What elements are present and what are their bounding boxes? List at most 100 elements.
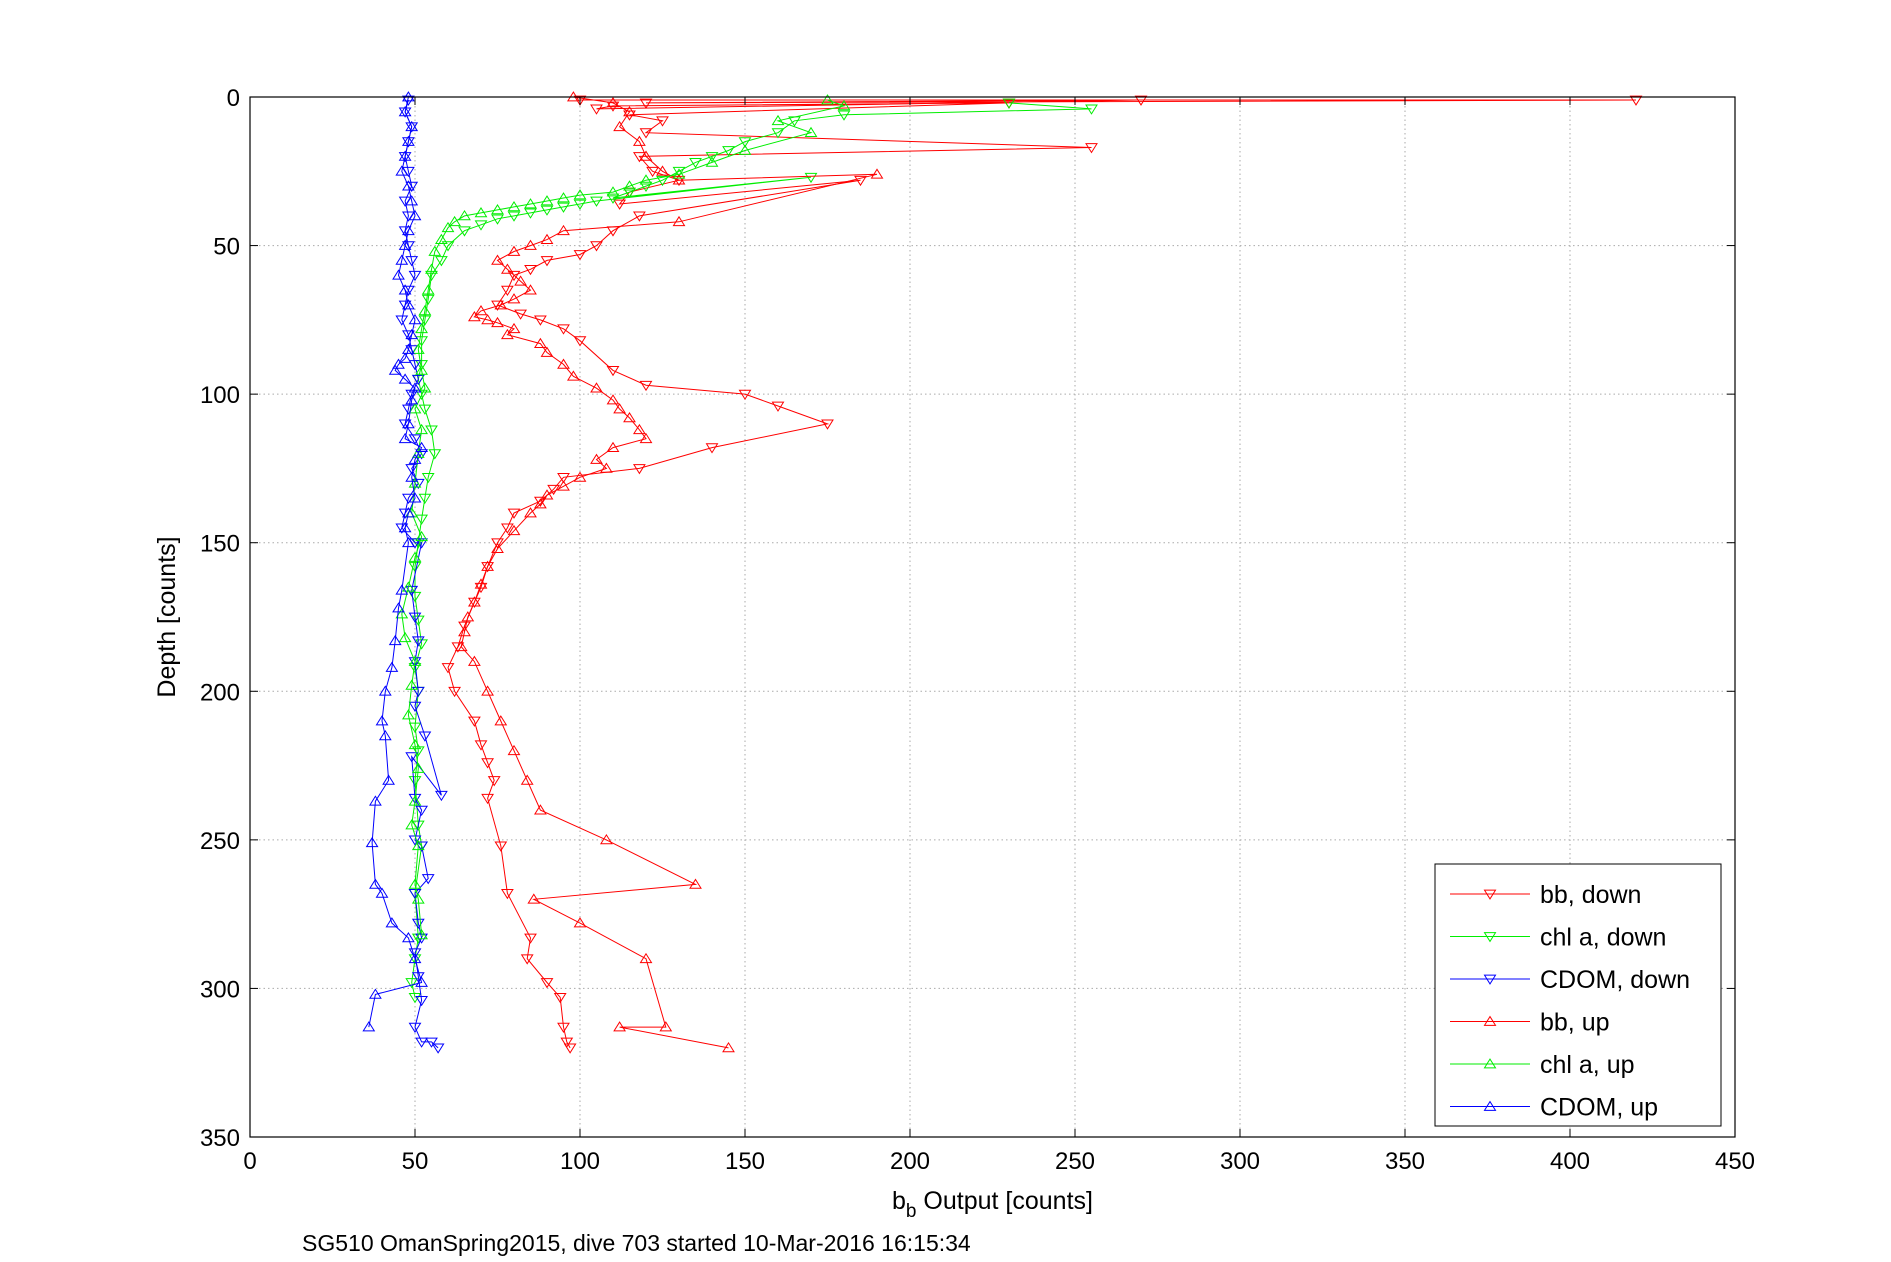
data-point <box>421 874 435 885</box>
data-point <box>392 358 405 369</box>
data-point <box>639 181 653 193</box>
data-point <box>613 1021 627 1032</box>
data-point <box>415 995 429 1007</box>
data-point <box>557 202 570 213</box>
data-point <box>563 1043 577 1054</box>
data-point <box>398 300 412 311</box>
data-point <box>398 631 412 643</box>
y-tick-label: 300 <box>200 976 240 1003</box>
data-point <box>425 263 438 274</box>
series-0 <box>441 95 1643 1054</box>
data-point <box>375 715 389 726</box>
data-point <box>507 508 521 519</box>
data-point <box>590 453 603 464</box>
axis-ticks: 0 50 100 150 200 250 300 350 400 450 0 50 100 150 200 2… <box>200 85 1755 1175</box>
data-point <box>434 233 448 244</box>
data-point <box>540 978 554 989</box>
data-point <box>392 602 405 613</box>
data-point <box>405 978 419 989</box>
data-point <box>821 419 834 430</box>
data-point <box>507 245 521 256</box>
data-point <box>415 1037 429 1048</box>
data-point <box>481 313 495 325</box>
data-point <box>408 612 422 623</box>
data-point <box>411 636 425 647</box>
data-point <box>385 661 399 672</box>
data-point <box>451 642 465 653</box>
data-point <box>418 404 432 415</box>
chart-legend: bb, down chl a, down CDOM, down bb, up chl a… <box>1434 863 1722 1127</box>
data-point <box>540 195 554 206</box>
legend-swatch-marker <box>1483 889 1497 900</box>
data-point <box>401 180 415 191</box>
data-point <box>415 322 429 334</box>
y-tick-label: 100 <box>200 382 240 409</box>
data-point <box>408 382 422 393</box>
data-point <box>415 805 429 817</box>
legend-entry-label: CDOM, down <box>1540 966 1690 994</box>
series-line <box>401 99 442 1049</box>
data-point <box>415 530 429 542</box>
data-point <box>408 738 422 750</box>
data-point <box>448 215 462 227</box>
data-point <box>388 634 402 646</box>
data-point <box>408 270 422 282</box>
data-point <box>395 523 409 534</box>
data-point <box>738 389 752 401</box>
data-point <box>494 299 508 310</box>
data-point <box>705 156 719 167</box>
x-tick-label: 150 <box>725 1148 765 1175</box>
data-point <box>411 839 425 851</box>
data-point <box>474 578 488 589</box>
data-point <box>408 360 422 371</box>
data-point <box>398 284 412 295</box>
data-point <box>540 489 554 500</box>
data-point <box>368 878 382 889</box>
data-point <box>494 841 508 852</box>
data-point <box>441 241 455 252</box>
data-point <box>722 146 735 157</box>
plot-area <box>362 91 1643 1054</box>
data-point <box>408 793 422 805</box>
data-point <box>514 275 528 286</box>
series-line <box>368 96 423 1028</box>
data-point <box>405 471 419 482</box>
data-point <box>408 776 422 787</box>
data-point <box>418 315 432 326</box>
y-tick-label: 50 <box>213 234 240 261</box>
data-point <box>1085 143 1098 154</box>
data-point <box>599 833 613 845</box>
y-tick-label: 200 <box>200 679 240 706</box>
data-point <box>606 97 620 108</box>
data-point <box>411 762 425 773</box>
data-point <box>408 562 422 573</box>
x-tick-label: 0 <box>243 1148 256 1175</box>
data-point <box>398 105 412 117</box>
data-point <box>375 887 389 898</box>
data-point <box>408 952 422 964</box>
data-point <box>837 110 851 121</box>
data-point <box>458 621 471 632</box>
data-point <box>474 206 488 218</box>
data-point <box>771 128 785 139</box>
data-point <box>395 165 409 176</box>
data-point <box>408 948 422 959</box>
data-point <box>632 211 646 222</box>
data-point <box>405 819 419 830</box>
x-tick-label: 50 <box>402 1148 429 1175</box>
data-point <box>401 536 415 548</box>
data-point <box>507 744 521 756</box>
data-point <box>405 328 419 340</box>
data-point <box>411 686 425 698</box>
data-point <box>606 193 620 204</box>
data-point <box>467 310 481 322</box>
data-point <box>418 493 432 505</box>
data-point <box>524 284 537 295</box>
data-point <box>590 196 603 207</box>
x-tick-label: 450 <box>1715 1148 1755 1175</box>
data-point <box>870 168 884 179</box>
legend-swatch-marker <box>1483 1015 1497 1026</box>
data-point <box>428 449 442 460</box>
data-point <box>401 581 415 592</box>
data-point <box>401 224 415 236</box>
